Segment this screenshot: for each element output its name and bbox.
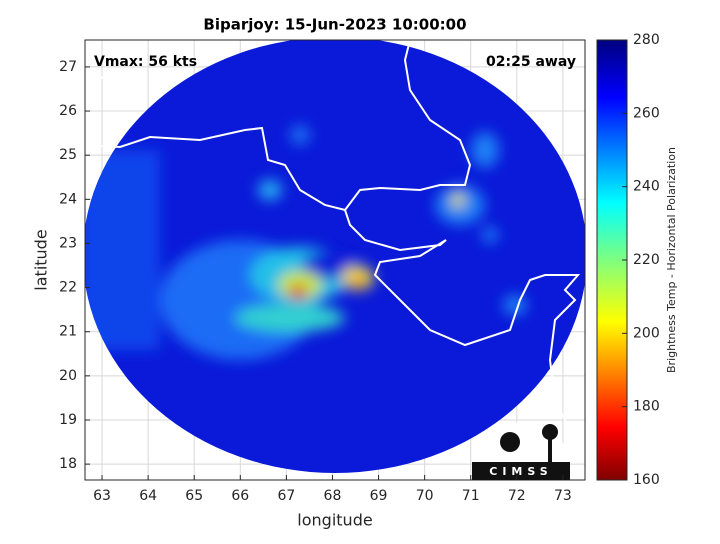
colorbar-tick-label: 240 — [633, 179, 660, 195]
x-tick-label: 67 — [277, 488, 295, 504]
x-tick-label: 64 — [139, 488, 157, 504]
y-tick-label: 26 — [59, 103, 77, 119]
y-axis-label: latitude — [32, 229, 51, 290]
logo-text: CIMSS — [489, 465, 552, 478]
y-tick-label: 24 — [59, 191, 77, 207]
y-tick-label: 19 — [59, 412, 77, 428]
logo: CIMSS — [472, 421, 570, 480]
y-tick-label: 22 — [59, 280, 77, 296]
x-tick-label: 68 — [324, 488, 342, 504]
annotation: Vmax: 56 kts — [94, 54, 197, 70]
plot-frame — [84, 39, 586, 481]
x-tick-label: 72 — [508, 488, 526, 504]
colorbar-tick-label: 180 — [633, 399, 660, 415]
x-tick-label: 71 — [462, 488, 480, 504]
colorbar-tick-label: 260 — [633, 105, 660, 121]
colorbar-tick-label: 280 — [633, 32, 660, 48]
x-tick-label: 73 — [554, 488, 572, 504]
x-tick-label: 69 — [370, 488, 388, 504]
y-tick-label: 18 — [59, 456, 77, 472]
colorbar-tick-label: 160 — [633, 472, 660, 488]
chart-title: Biparjoy: 15-Jun-2023 10:00:00 — [203, 16, 466, 34]
y-tick-label: 20 — [59, 368, 77, 384]
y-tick-label: 27 — [59, 59, 77, 75]
y-tick-label: 23 — [59, 235, 77, 251]
x-tick-label: 65 — [185, 488, 203, 504]
colorbar-tick-label: 200 — [633, 325, 660, 341]
annotation: 02:25 away — [486, 54, 576, 70]
x-tick-label: 70 — [416, 488, 434, 504]
x-tick-label: 63 — [93, 488, 111, 504]
colorbar-tick-label: 220 — [633, 252, 660, 268]
x-axis-label: longitude — [297, 511, 372, 530]
image — [85, 40, 585, 473]
y-tick-label: 25 — [59, 147, 77, 163]
colorbar-label: Brightness Temp - Horizontal Polarizatio… — [665, 147, 678, 373]
y-tick-label: 21 — [59, 324, 77, 340]
x-tick-label: 66 — [231, 488, 249, 504]
